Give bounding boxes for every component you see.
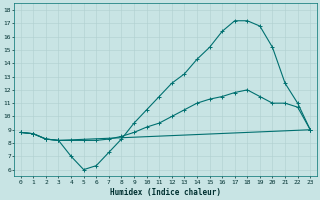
X-axis label: Humidex (Indice chaleur): Humidex (Indice chaleur) — [110, 188, 221, 197]
